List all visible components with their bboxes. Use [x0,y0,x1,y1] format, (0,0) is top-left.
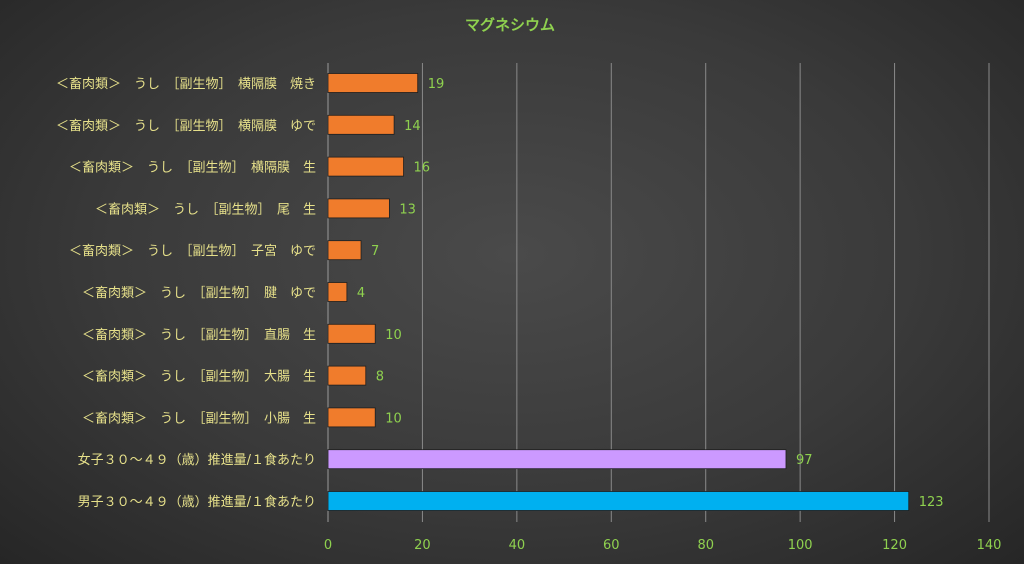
category-label: ＜畜肉類＞ うし ［副生物］ 尾 生 [95,201,316,217]
data-label: 16 [414,161,431,176]
category-label: ＜畜肉類＞ うし ［副生物］ 直腸 生 [82,327,316,343]
bar [327,365,367,386]
bar [327,323,376,344]
data-label: 19 [428,77,445,92]
x-tick-label: 100 [788,538,813,553]
data-label: 7 [371,244,379,259]
data-label: 123 [919,495,944,510]
chart-title: マグネシウム [465,16,555,34]
x-tick-label: 20 [414,538,431,553]
data-label: 13 [399,202,416,217]
category-label: ＜畜肉類＞ うし ［副生物］ 小腸 生 [82,410,316,426]
category-label: ＜畜肉類＞ うし ［副生物］ 腱 ゆで [82,285,316,301]
category-label: ＜畜肉類＞ うし ［副生物］ 横隔膜 生 [69,160,316,176]
bar [327,449,787,470]
bar [327,114,395,135]
gridlines [327,63,990,522]
x-tick-label: 80 [697,538,714,553]
data-label: 8 [376,370,384,385]
x-tick-label: 40 [509,538,526,553]
data-label: 4 [357,286,365,301]
bar [327,198,390,219]
category-label: ＜畜肉類＞ うし ［副生物］ 子宮 ゆで [69,243,316,259]
category-label: ＜畜肉類＞ うし ［副生物］ 大腸 生 [82,369,316,385]
category-label: ＜畜肉類＞ うし ［副生物］ 横隔膜 焼き [56,76,316,92]
category-label: ＜畜肉類＞ うし ［副生物］ 横隔膜 ゆで [56,118,316,134]
x-axis-tick-labels: 0 20 40 60 80 100 120 140 [324,538,1002,553]
bar [327,282,348,302]
x-tick-label: 0 [324,538,332,553]
bar [327,156,404,177]
bar [327,240,362,261]
category-labels: ＜畜肉類＞ うし ［副生物］ 横隔膜 焼き ＜畜肉類＞ うし ［副生物］ 横隔膜 … [56,76,316,510]
data-labels: 19 14 16 13 7 4 10 8 10 97 123 [357,77,944,510]
x-tick-label: 60 [603,538,620,553]
bar [327,491,910,511]
data-label: 10 [385,411,402,426]
data-label: 14 [404,119,421,134]
data-label: 10 [385,328,402,343]
category-label: 男子３０～４９（歳）推進量/１食あたり [78,494,316,510]
x-tick-label: 140 [977,538,1002,553]
bars [327,73,910,511]
category-label: 女子３０～４９（歳）推進量/１食あたり [78,452,316,468]
bar [327,73,419,93]
data-label: 97 [796,453,813,468]
bar [327,407,376,428]
x-tick-label: 120 [882,538,907,553]
